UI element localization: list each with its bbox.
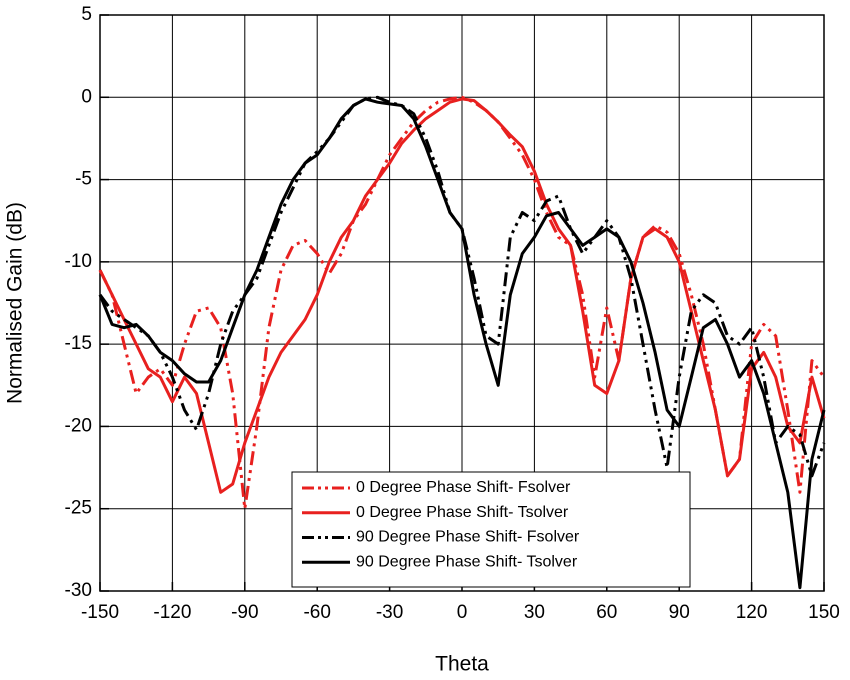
x-tick-label: -120 xyxy=(153,602,191,623)
y-tick-label: 5 xyxy=(81,4,92,25)
y-axis-title: Normalised Gain (dB) xyxy=(4,202,27,404)
y-tick-label: 0 xyxy=(81,86,92,107)
legend: 0 Degree Phase Shift- Fsolver 0 Degree Ph… xyxy=(291,471,691,588)
x-axis-title: Theta xyxy=(435,653,489,676)
legend-label: 0 Degree Phase Shift- Tsolver xyxy=(356,504,569,521)
legend-label: 90 Degree Phase Shift- Fsolver xyxy=(356,529,580,546)
x-tick-label: 150 xyxy=(808,602,840,623)
x-tick-label: -30 xyxy=(376,602,403,623)
series-line xyxy=(98,97,826,494)
x-tick-label: 30 xyxy=(524,602,545,623)
x-tick-label: 60 xyxy=(596,602,617,623)
y-tick-label: -15 xyxy=(65,333,92,354)
y-tick-label: -25 xyxy=(65,498,92,519)
y-tick-label: -20 xyxy=(65,415,92,436)
legend-box xyxy=(291,471,691,588)
x-tick-label: 0 xyxy=(457,602,468,623)
x-tick-label: 90 xyxy=(669,602,690,623)
series-line xyxy=(98,95,826,511)
x-tick-label: -90 xyxy=(231,602,258,623)
legend-label: 0 Degree Phase Shift- Fsolver xyxy=(356,479,571,496)
y-tick-label: -10 xyxy=(65,251,92,272)
series-line xyxy=(98,97,826,590)
y-tick-label: -30 xyxy=(65,580,92,601)
legend-label: 90 Degree Phase Shift- Tsolver xyxy=(356,553,578,570)
y-tick-label: -5 xyxy=(75,169,92,190)
x-tick-label: 120 xyxy=(736,602,768,623)
plot-frame xyxy=(99,14,825,592)
x-tick-label: -150 xyxy=(81,602,119,623)
x-tick-label: -60 xyxy=(303,602,330,623)
